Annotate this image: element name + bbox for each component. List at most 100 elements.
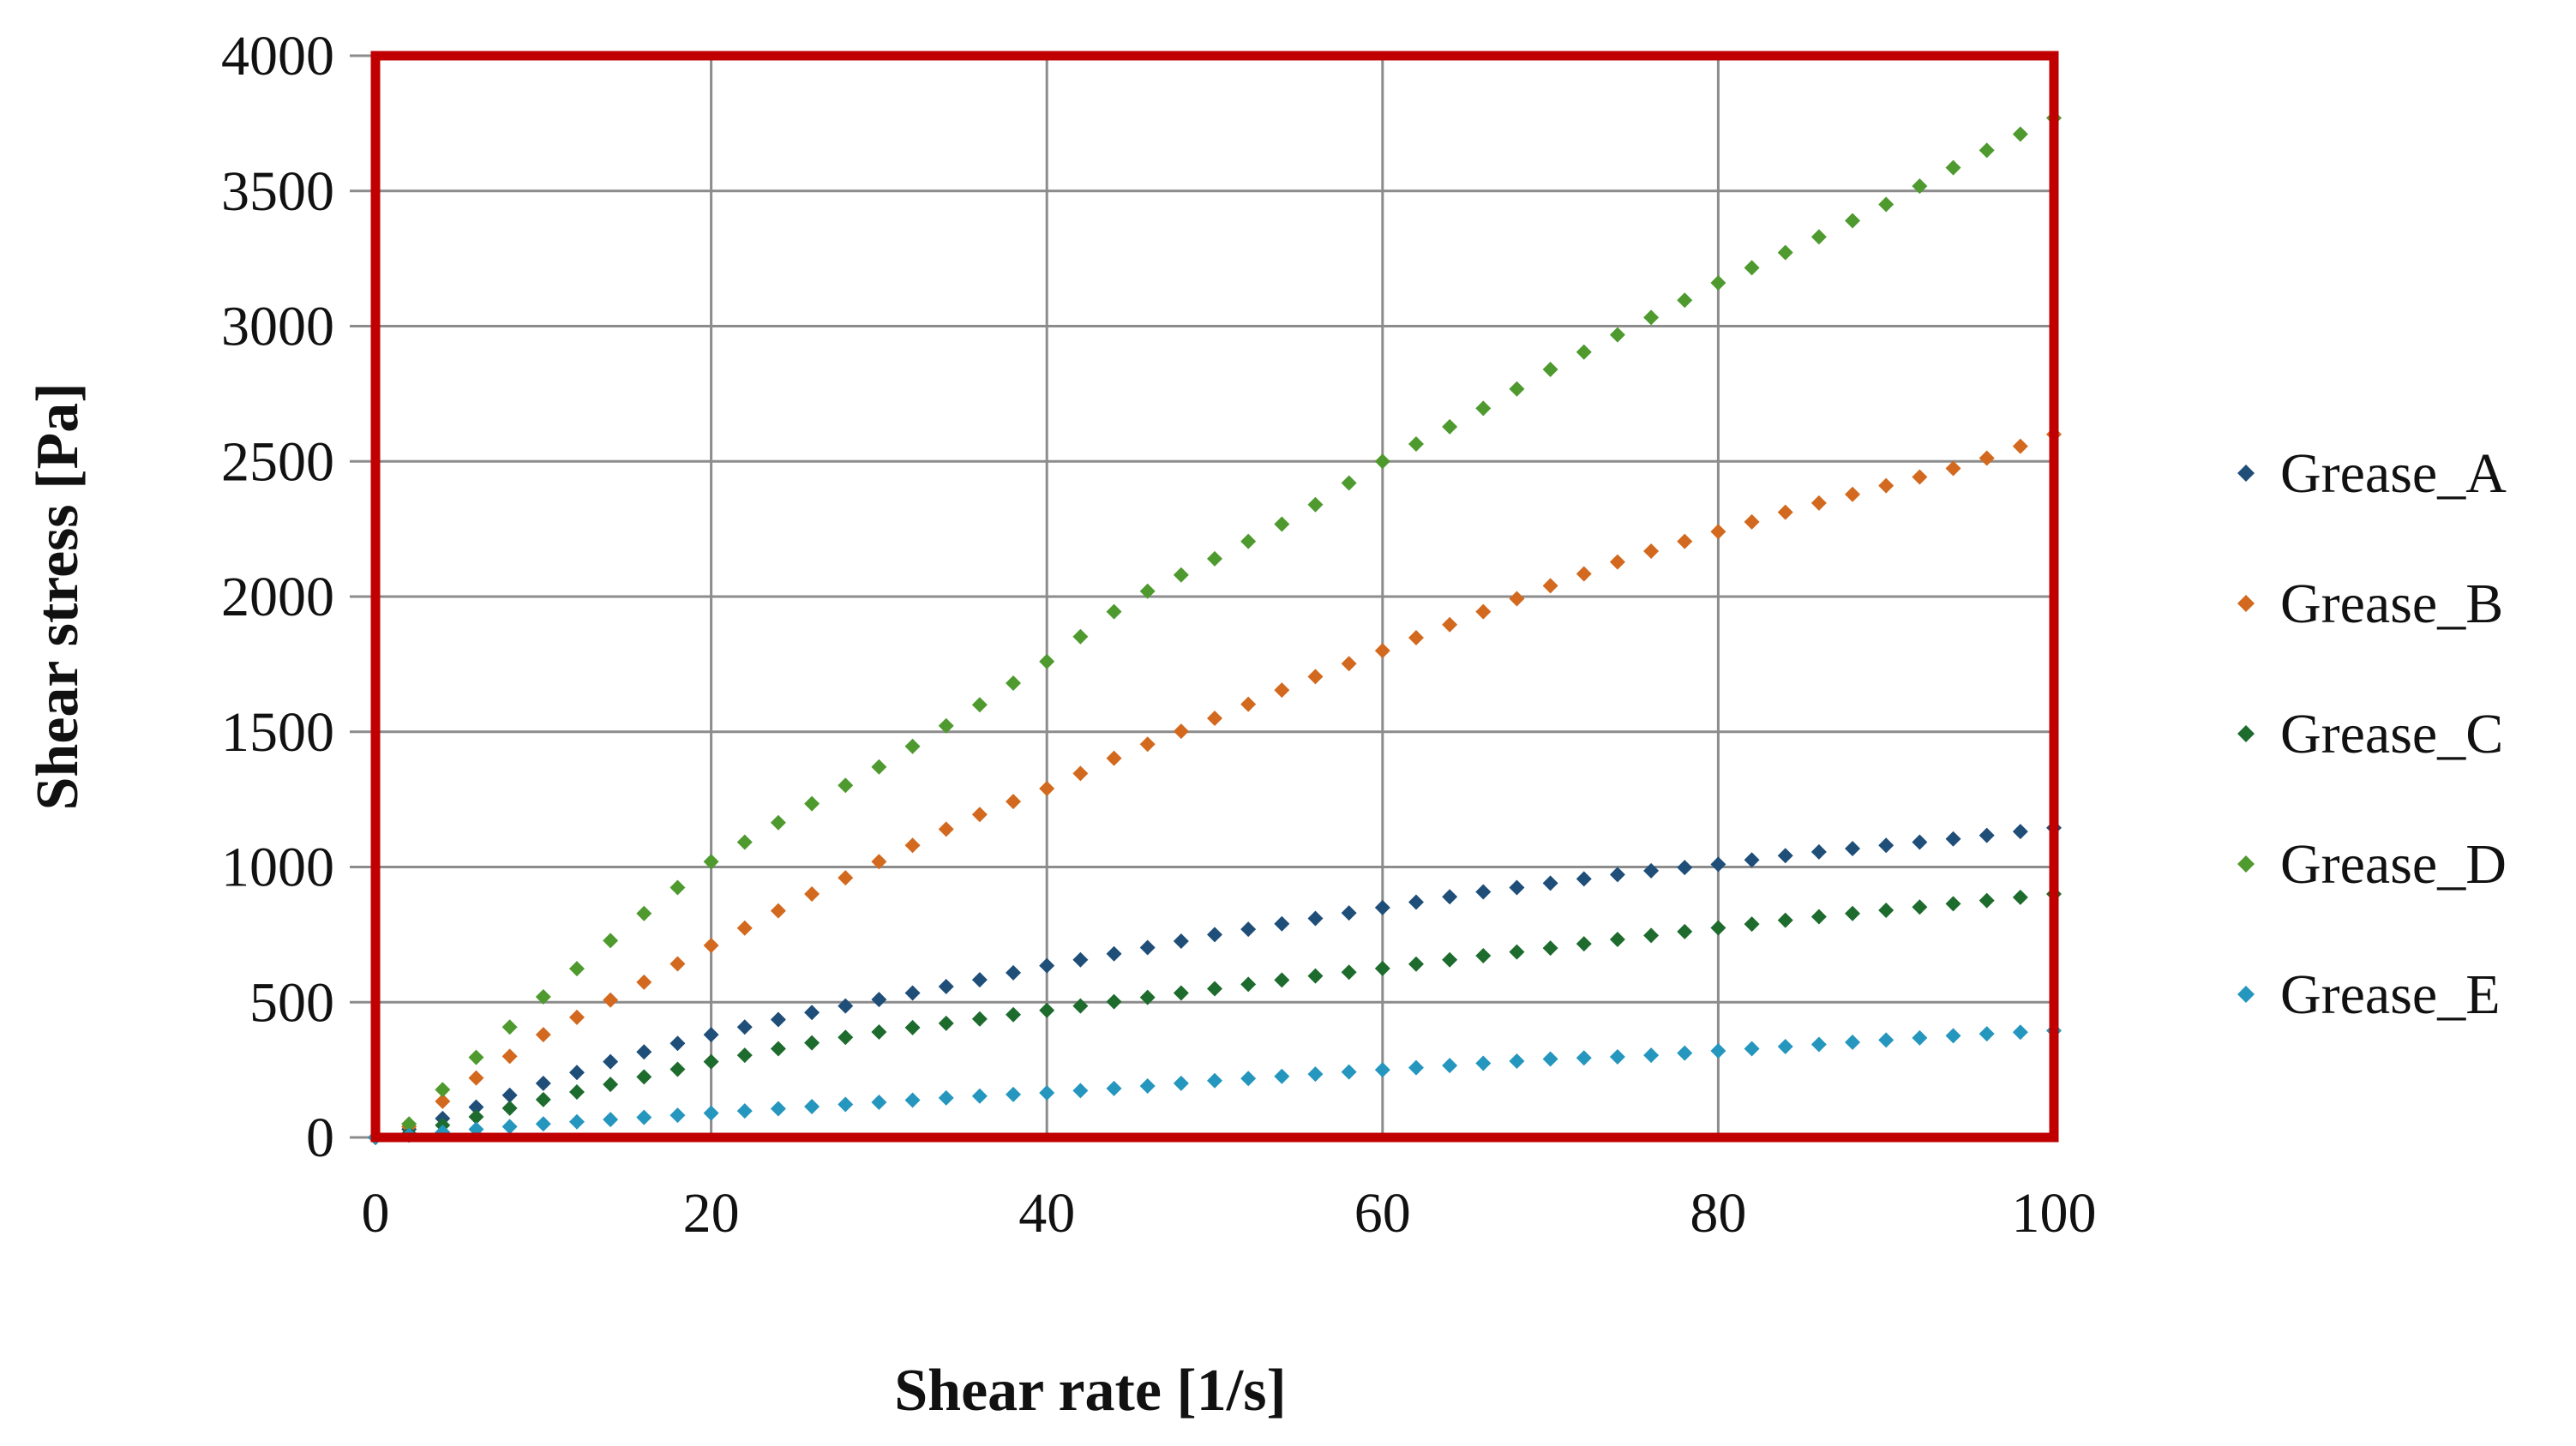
data-point (1341, 1064, 1357, 1080)
data-point (770, 1041, 786, 1057)
data-point (435, 1082, 451, 1098)
data-point (904, 738, 921, 754)
x-tick-label: 40 (1018, 1182, 1075, 1245)
data-point (1945, 1028, 1961, 1044)
legend-marker (2237, 855, 2255, 873)
legend-marker (2237, 986, 2255, 1003)
data-point (603, 992, 619, 1008)
data-point (971, 1088, 988, 1104)
data-point (1072, 628, 1089, 645)
data-point (2012, 889, 2028, 905)
data-point (468, 1099, 484, 1115)
data-point (971, 697, 988, 713)
data-point (1374, 1062, 1390, 1078)
data-point (1878, 477, 1894, 494)
data-point (971, 807, 988, 823)
data-point (736, 834, 753, 850)
data-point (568, 1083, 585, 1100)
data-point (1810, 229, 1827, 245)
y-tick-label: 3000 (221, 296, 334, 358)
data-point (1106, 1080, 1122, 1096)
legend-item: Grease_A (2237, 442, 2507, 505)
data-point (1408, 1059, 1424, 1076)
data-point (1878, 1032, 1894, 1048)
data-point (636, 1044, 652, 1060)
data-point (1408, 436, 1424, 453)
data-point (501, 1019, 518, 1035)
data-point (1912, 469, 1928, 485)
data-point (1341, 475, 1357, 491)
data-point (1845, 841, 1861, 857)
data-point (1240, 921, 1257, 938)
data-point (1106, 603, 1122, 620)
data-point (1106, 993, 1122, 1010)
data-point (1845, 905, 1861, 921)
data-point (1139, 1078, 1156, 1095)
y-tick-label: 4000 (221, 25, 334, 87)
data-point (1106, 945, 1122, 962)
data-point (1542, 1051, 1558, 1067)
data-point (1845, 486, 1861, 502)
data-point (1744, 260, 1760, 276)
data-point (568, 1065, 585, 1081)
data-point (1173, 1075, 1189, 1091)
legend: Grease_A Grease_B Grease_C Grease_D Grease_E (2237, 442, 2507, 1026)
data-point (670, 1061, 686, 1077)
grid (350, 54, 2056, 1139)
y-axis-title: Shear stress [Pa] (25, 382, 91, 810)
data-point (938, 1089, 954, 1106)
data-point (1777, 912, 1793, 928)
data-point (1643, 543, 1660, 559)
data-point (838, 777, 854, 794)
x-tick-label: 60 (1354, 1182, 1411, 1245)
y-tick-label: 1000 (221, 837, 334, 899)
data-point (1475, 1055, 1492, 1071)
data-point (1039, 957, 1055, 974)
data-point (1341, 964, 1357, 981)
data-point (670, 1107, 686, 1124)
data-point (1542, 578, 1558, 594)
y-tick-label: 3500 (221, 160, 334, 223)
data-point (938, 821, 954, 837)
data-point (568, 961, 585, 977)
data-point (804, 886, 820, 903)
data-point (1744, 1041, 1760, 1057)
data-point (1643, 309, 1660, 326)
data-point (1677, 1045, 1693, 1061)
y-tick-label: 500 (249, 971, 334, 1034)
data-point (1845, 1034, 1861, 1050)
data-point (804, 1005, 820, 1021)
data-point (1945, 159, 1961, 176)
data-point (1710, 524, 1726, 540)
data-point (401, 1116, 417, 1132)
legend-marker (2237, 595, 2255, 612)
data-point (568, 1113, 585, 1130)
data-point (501, 1087, 518, 1103)
data-point (1509, 381, 1525, 397)
y-tick-label: 0 (306, 1107, 334, 1169)
x-tick-label: 0 (362, 1182, 390, 1245)
legend-marker (2237, 465, 2255, 482)
series-markers (368, 110, 2062, 1145)
x-tick-label: 80 (1690, 1182, 1746, 1245)
data-point (770, 1101, 786, 1117)
series-grease-a (368, 819, 2062, 1145)
data-point (1039, 1002, 1055, 1018)
legend-label: Grease_C (2280, 703, 2503, 765)
data-point (871, 759, 887, 775)
data-point (1442, 418, 1458, 435)
data-point (1979, 892, 1995, 909)
data-point (636, 1069, 652, 1085)
data-point (1274, 682, 1290, 699)
data-point (1207, 927, 1222, 943)
legend-item: Grease_C (2237, 703, 2503, 765)
data-point (1173, 933, 1189, 949)
legend-item: Grease_D (2237, 833, 2507, 896)
data-point (535, 1116, 551, 1132)
data-point (1374, 960, 1390, 976)
data-point (1609, 1048, 1625, 1065)
data-point (501, 1048, 518, 1065)
data-point (1307, 968, 1324, 984)
data-point (804, 795, 820, 812)
data-point (1006, 794, 1022, 810)
